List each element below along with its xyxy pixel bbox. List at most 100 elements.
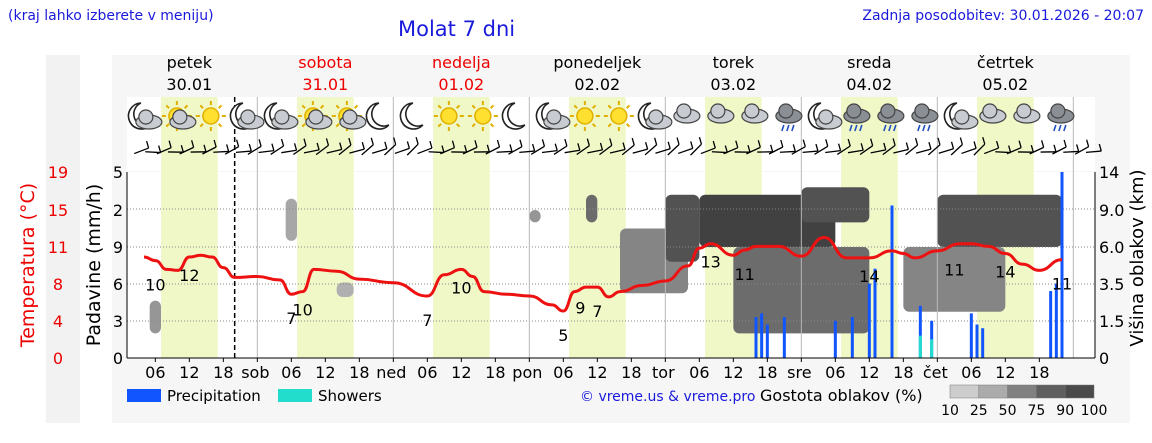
- wind-barb: [1040, 144, 1057, 153]
- axes: 19 15 11 8 4 0 5 2 9 6 3 0 14 9.0 6.0 3.5 1.5 0 Temperatur…: [17, 163, 1148, 382]
- x-tick-label: 06: [553, 363, 573, 382]
- sun-icon: [569, 101, 600, 131]
- left-panel-bg: [46, 55, 80, 423]
- region-hint[interactable]: (kraj lahko izberete v meniju): [8, 8, 214, 24]
- wind-barb: [950, 137, 964, 156]
- cloud-icon: [741, 103, 769, 124]
- x-tick-label: 18: [213, 363, 233, 382]
- rain-cloud-icon: [1047, 103, 1075, 132]
- wind-barb: [394, 141, 411, 155]
- wind-barb: [655, 141, 671, 154]
- wind-barb: [473, 144, 490, 153]
- wind-barb: [496, 144, 513, 153]
- cloud-height-tick: 6.0: [1099, 238, 1124, 257]
- wind-barb: [1074, 139, 1090, 155]
- sun-icon: [603, 101, 634, 131]
- precipitation-bar: [918, 305, 922, 358]
- wind-barb: [757, 144, 774, 153]
- x-tick-label: 06: [689, 363, 709, 382]
- daylight-band: [433, 97, 490, 358]
- cloud-height-tick: 14: [1099, 163, 1119, 182]
- wind-barb: [371, 141, 388, 154]
- precipitation-swatch: [127, 389, 161, 402]
- wind-barb: [632, 141, 649, 154]
- x-tick-label: 18: [1029, 363, 1049, 382]
- x-tick-label: 12: [179, 363, 199, 382]
- wind-barb: [451, 145, 468, 153]
- rain-cloud-icon: [877, 103, 905, 132]
- wind-barb: [927, 137, 941, 156]
- cloud-density-swatch: [1064, 384, 1095, 399]
- cloud-height-tick: 0: [1099, 349, 1109, 368]
- cloud-block: [285, 198, 297, 241]
- day-date: 03.02: [710, 75, 756, 94]
- sun-icon: [195, 101, 226, 131]
- wind-barb: [609, 142, 626, 154]
- day-name: petek: [167, 53, 213, 72]
- x-tick-label: 06: [417, 363, 437, 382]
- x-tick-label: 18: [893, 363, 913, 382]
- precipitation-bar: [867, 283, 871, 358]
- precipitation-bar: [969, 313, 973, 358]
- wind-barb: [1017, 145, 1034, 153]
- wind-barb: [576, 138, 590, 156]
- wind-barb: [270, 138, 285, 155]
- precipitation-bar: [833, 320, 837, 358]
- sun-icon: [467, 101, 498, 131]
- legend: Precipitation Showers © vreme.us & vreme.p…: [127, 384, 1107, 419]
- wind-barb: [768, 139, 784, 155]
- moon-cloud-icon: [229, 102, 265, 130]
- x-tick-label: 06: [961, 363, 981, 382]
- day-name: sobota: [298, 53, 352, 72]
- wind-barb: [247, 139, 262, 155]
- wind-barb: [973, 137, 986, 156]
- wind-barb: [293, 138, 307, 156]
- temperature-label: 5: [558, 326, 568, 345]
- credit-link[interactable]: © vreme.us & vreme.pro: [580, 389, 755, 405]
- x-tick-label: 06: [145, 363, 165, 382]
- precipitation-bar: [850, 317, 854, 358]
- wind-barb: [644, 137, 658, 156]
- cloud-block: [336, 282, 354, 297]
- temperature-label: 14: [859, 267, 879, 286]
- wind-barb: [723, 140, 739, 155]
- moon-cloud-icon: [535, 102, 571, 130]
- wind-barb: [621, 137, 635, 156]
- x-tick-label: 18: [621, 363, 641, 382]
- wind-barb: [361, 137, 374, 156]
- wind-barb: [814, 139, 829, 155]
- wind-barb: [599, 138, 613, 156]
- wind-barb: [519, 143, 536, 154]
- wind-barb: [167, 145, 184, 153]
- temperature-label: 10: [451, 278, 471, 297]
- grid-lines: [127, 97, 1095, 358]
- wind-barb: [541, 143, 558, 154]
- cloud-height-tick: 1.5: [1099, 312, 1124, 331]
- precipitation-legend-label: Precipitation: [167, 387, 261, 405]
- wind-barb: [179, 140, 195, 155]
- rain-cloud-icon: [775, 103, 803, 132]
- temperature-label: 14: [995, 262, 1015, 281]
- x-tick-label: 18: [349, 363, 369, 382]
- wind-barb: [213, 144, 230, 153]
- wind-barb: [417, 140, 433, 155]
- cloud-block: [665, 194, 700, 262]
- temperature-label: 12: [179, 266, 199, 285]
- wind-barb: [190, 144, 207, 153]
- wind-barb: [440, 140, 456, 155]
- x-tick-label: 18: [485, 363, 505, 382]
- day-headers: petek 30.01 sobota 31.01 nedelja 01.02 ponedel…: [166, 53, 1034, 94]
- day-date: 01.02: [438, 75, 484, 94]
- temperature-axis-label: Temperatura (°C): [17, 183, 39, 348]
- cloud-density-swatch: [949, 384, 980, 399]
- x-tick-label: sob: [241, 363, 269, 382]
- wind-barb: [485, 139, 501, 155]
- x-tick-label: 12: [995, 363, 1015, 382]
- wind-barb: [1052, 139, 1067, 155]
- day-date: 04.02: [846, 75, 892, 94]
- x-tick-label: 12: [451, 363, 471, 382]
- precipitation-bar: [975, 324, 979, 358]
- temperature-tick: 15: [48, 201, 68, 220]
- wind-barbs: [133, 137, 1102, 156]
